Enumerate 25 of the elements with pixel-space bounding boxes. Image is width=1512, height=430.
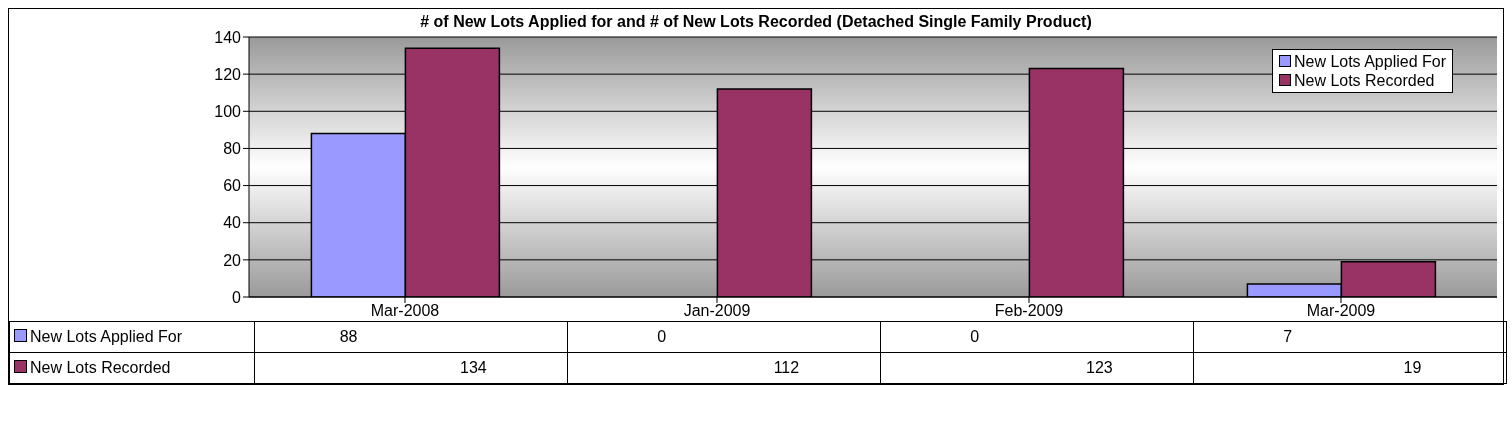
y-tick-label: 60 [223, 177, 242, 195]
chart-title: # of New Lots Applied for and # of New Lots Recorded (Detached Single Family Product) [420, 13, 1092, 30]
text: New Lots Recorded [30, 359, 171, 376]
data-label: 0 [970, 328, 980, 346]
data-label: 19 [1403, 359, 1422, 377]
y-tick-label: 120 [214, 65, 242, 83]
x-tick-label: Feb-2009 [994, 302, 1064, 320]
y-tick-label: 140 [214, 28, 242, 46]
legend-label: New Lots Recorded [1293, 72, 1435, 89]
data-label: 7 [1283, 328, 1293, 346]
y-tick-label: 0 [232, 288, 242, 306]
y-tick-label: 100 [214, 102, 242, 120]
text: New Lots Applied For [30, 328, 183, 345]
x-tick-label: Mar-2008 [370, 302, 440, 320]
legend-label: New Lots Applied For [1293, 53, 1446, 70]
data-label: 134 [460, 359, 487, 377]
y-tick-label: 40 [223, 214, 242, 232]
x-tick-label: Jan-2009 [683, 302, 751, 320]
y-tick-label: 80 [223, 140, 242, 158]
y-tick-label: 20 [223, 251, 242, 269]
data-label: 0 [657, 328, 667, 346]
data-label: 112 [773, 359, 800, 377]
data-label: 123 [1086, 359, 1113, 377]
data-label: 88 [339, 328, 358, 346]
x-tick-label: Mar-2009 [1306, 302, 1376, 320]
